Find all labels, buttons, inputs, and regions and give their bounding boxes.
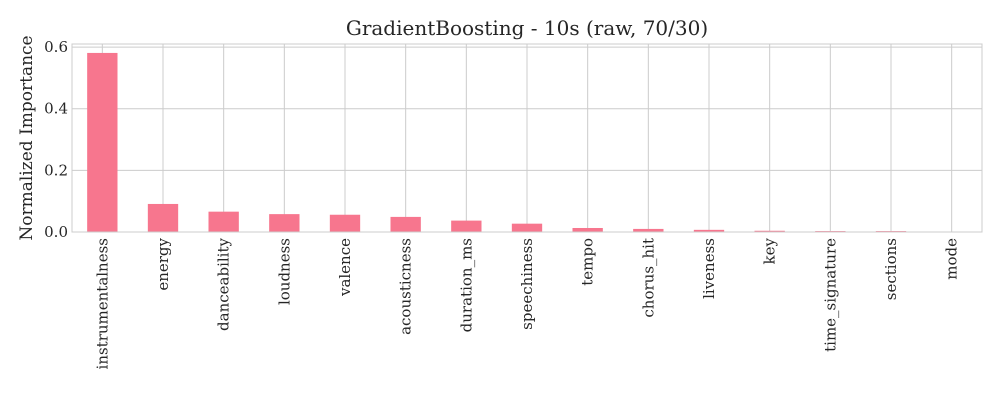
bar-duration-ms <box>451 220 482 232</box>
bar-key <box>754 230 785 232</box>
bar-energy <box>147 203 179 232</box>
bar-loudness <box>269 214 300 232</box>
x-tick-label: time_signature <box>821 238 839 352</box>
x-tick-label: danceability <box>215 237 233 330</box>
y-tick-label: 0.6 <box>44 38 68 56</box>
x-tick-labels: instrumentalness energy danceability loudne… <box>93 237 960 369</box>
bar-instrumentalness <box>87 52 118 232</box>
bar-acousticness <box>390 216 421 232</box>
x-tick-label: energy <box>154 237 172 290</box>
x-tick-label: chorus_hit <box>639 238 657 318</box>
bar-liveness <box>693 229 725 232</box>
x-tick-label: duration_ms <box>457 238 475 332</box>
x-tick-label: speechiness <box>518 238 536 330</box>
x-tick-label: acousticness <box>397 238 415 335</box>
bar-layer <box>87 52 967 232</box>
bar-danceability <box>208 211 239 232</box>
x-tick-label: instrumentalness <box>93 238 111 369</box>
chart-title: GradientBoosting - 10s (raw, 70/30) <box>346 16 708 40</box>
x-tick-label: tempo <box>579 238 597 286</box>
grid-layer <box>72 44 982 233</box>
x-tick-label: sections <box>882 238 900 300</box>
x-tick-label: key <box>761 237 779 264</box>
y-axis-label: Normalized Importance <box>17 35 37 240</box>
plot-frame <box>71 43 983 233</box>
x-tick-label: liveness <box>700 238 718 299</box>
y-tick-label: 0.4 <box>44 100 68 118</box>
bar-valence <box>329 214 361 232</box>
y-tick-labels: 0.0 0.2 0.4 0.6 <box>44 38 68 241</box>
bar-chorus-hit <box>633 228 664 232</box>
x-tick-label: loudness <box>275 238 293 305</box>
x-tick-label: mode <box>943 238 961 280</box>
bar-tempo <box>572 227 603 232</box>
y-tick-label: 0.0 <box>44 223 68 241</box>
y-tick-label: 0.2 <box>44 161 68 179</box>
bar-speechiness <box>511 223 543 232</box>
x-tick-label: valence <box>336 238 354 297</box>
